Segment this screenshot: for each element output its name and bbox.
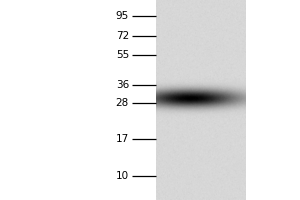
Text: 28: 28 (116, 98, 129, 108)
Text: 17: 17 (116, 134, 129, 144)
Text: 10: 10 (116, 171, 129, 181)
Text: 55: 55 (116, 50, 129, 60)
Text: 36: 36 (116, 80, 129, 90)
Text: 72: 72 (116, 31, 129, 41)
Text: 95: 95 (116, 11, 129, 21)
